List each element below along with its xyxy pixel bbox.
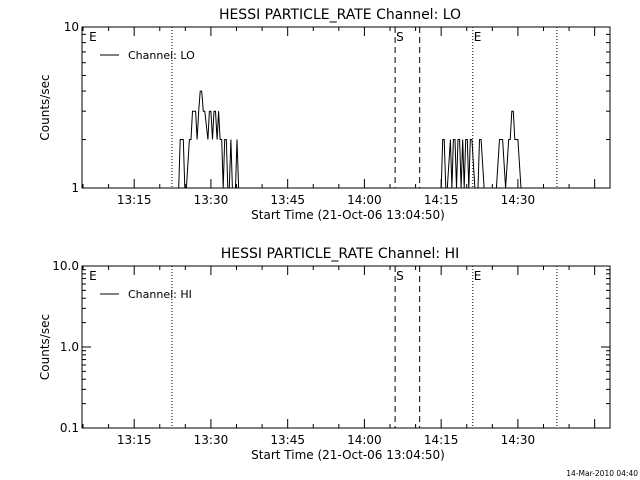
- footer-timestamp: 14-Mar-2010 04:40: [566, 469, 638, 478]
- x-tick-label: 13:45: [270, 193, 305, 207]
- x-axis-label: Start Time (21-Oct-06 13:04:50): [251, 448, 445, 462]
- marker-label: S: [396, 30, 404, 44]
- x-axis-label: Start Time (21-Oct-06 13:04:50): [251, 208, 445, 222]
- chart-title: HESSI PARTICLE_RATE Channel: LO: [219, 7, 461, 23]
- y-tick-label: 1.0: [60, 340, 79, 354]
- y-tick-label: 10: [64, 20, 79, 34]
- chart-panel-1: HESSI PARTICLE_RATE Channel: LO 13:15 13:3…: [38, 7, 611, 222]
- y-axis-label: Counts/sec: [38, 74, 52, 140]
- x-tick-label: 14:30: [501, 193, 536, 207]
- x-tick-label: 13:45: [270, 433, 305, 447]
- marker-label: E: [89, 269, 97, 283]
- x-tick-label: 13:15: [117, 193, 152, 207]
- x-tick-label: 13:15: [117, 433, 152, 447]
- chart-panel-2: HESSI PARTICLE_RATE Channel: HI 13:15 13:3…: [38, 246, 611, 462]
- y-tick-label: 1: [71, 181, 79, 195]
- x-tick-label: 13:30: [194, 193, 229, 207]
- marker-label: E: [89, 30, 97, 44]
- y-tick-label: 0.1: [60, 421, 79, 435]
- y-axis-label: Counts/sec: [38, 314, 52, 380]
- x-tick-label: 14:00: [347, 433, 382, 447]
- x-tick-label: 14:15: [424, 193, 459, 207]
- marker-label: E: [474, 30, 482, 44]
- x-tick-label: 14:30: [501, 433, 536, 447]
- x-tick-label: 14:15: [424, 433, 459, 447]
- x-tick-label: 13:30: [194, 433, 229, 447]
- series-line: [88, 90, 610, 189]
- marker-label: S: [396, 269, 404, 283]
- x-tick-label: 14:00: [347, 193, 382, 207]
- legend-entry: Channel: HI: [128, 288, 192, 301]
- y-tick-label: 10.0: [52, 259, 79, 273]
- legend-entry: Channel: LO: [128, 49, 195, 62]
- chart-title: HESSI PARTICLE_RATE Channel: HI: [221, 246, 459, 262]
- marker-label: E: [474, 269, 482, 283]
